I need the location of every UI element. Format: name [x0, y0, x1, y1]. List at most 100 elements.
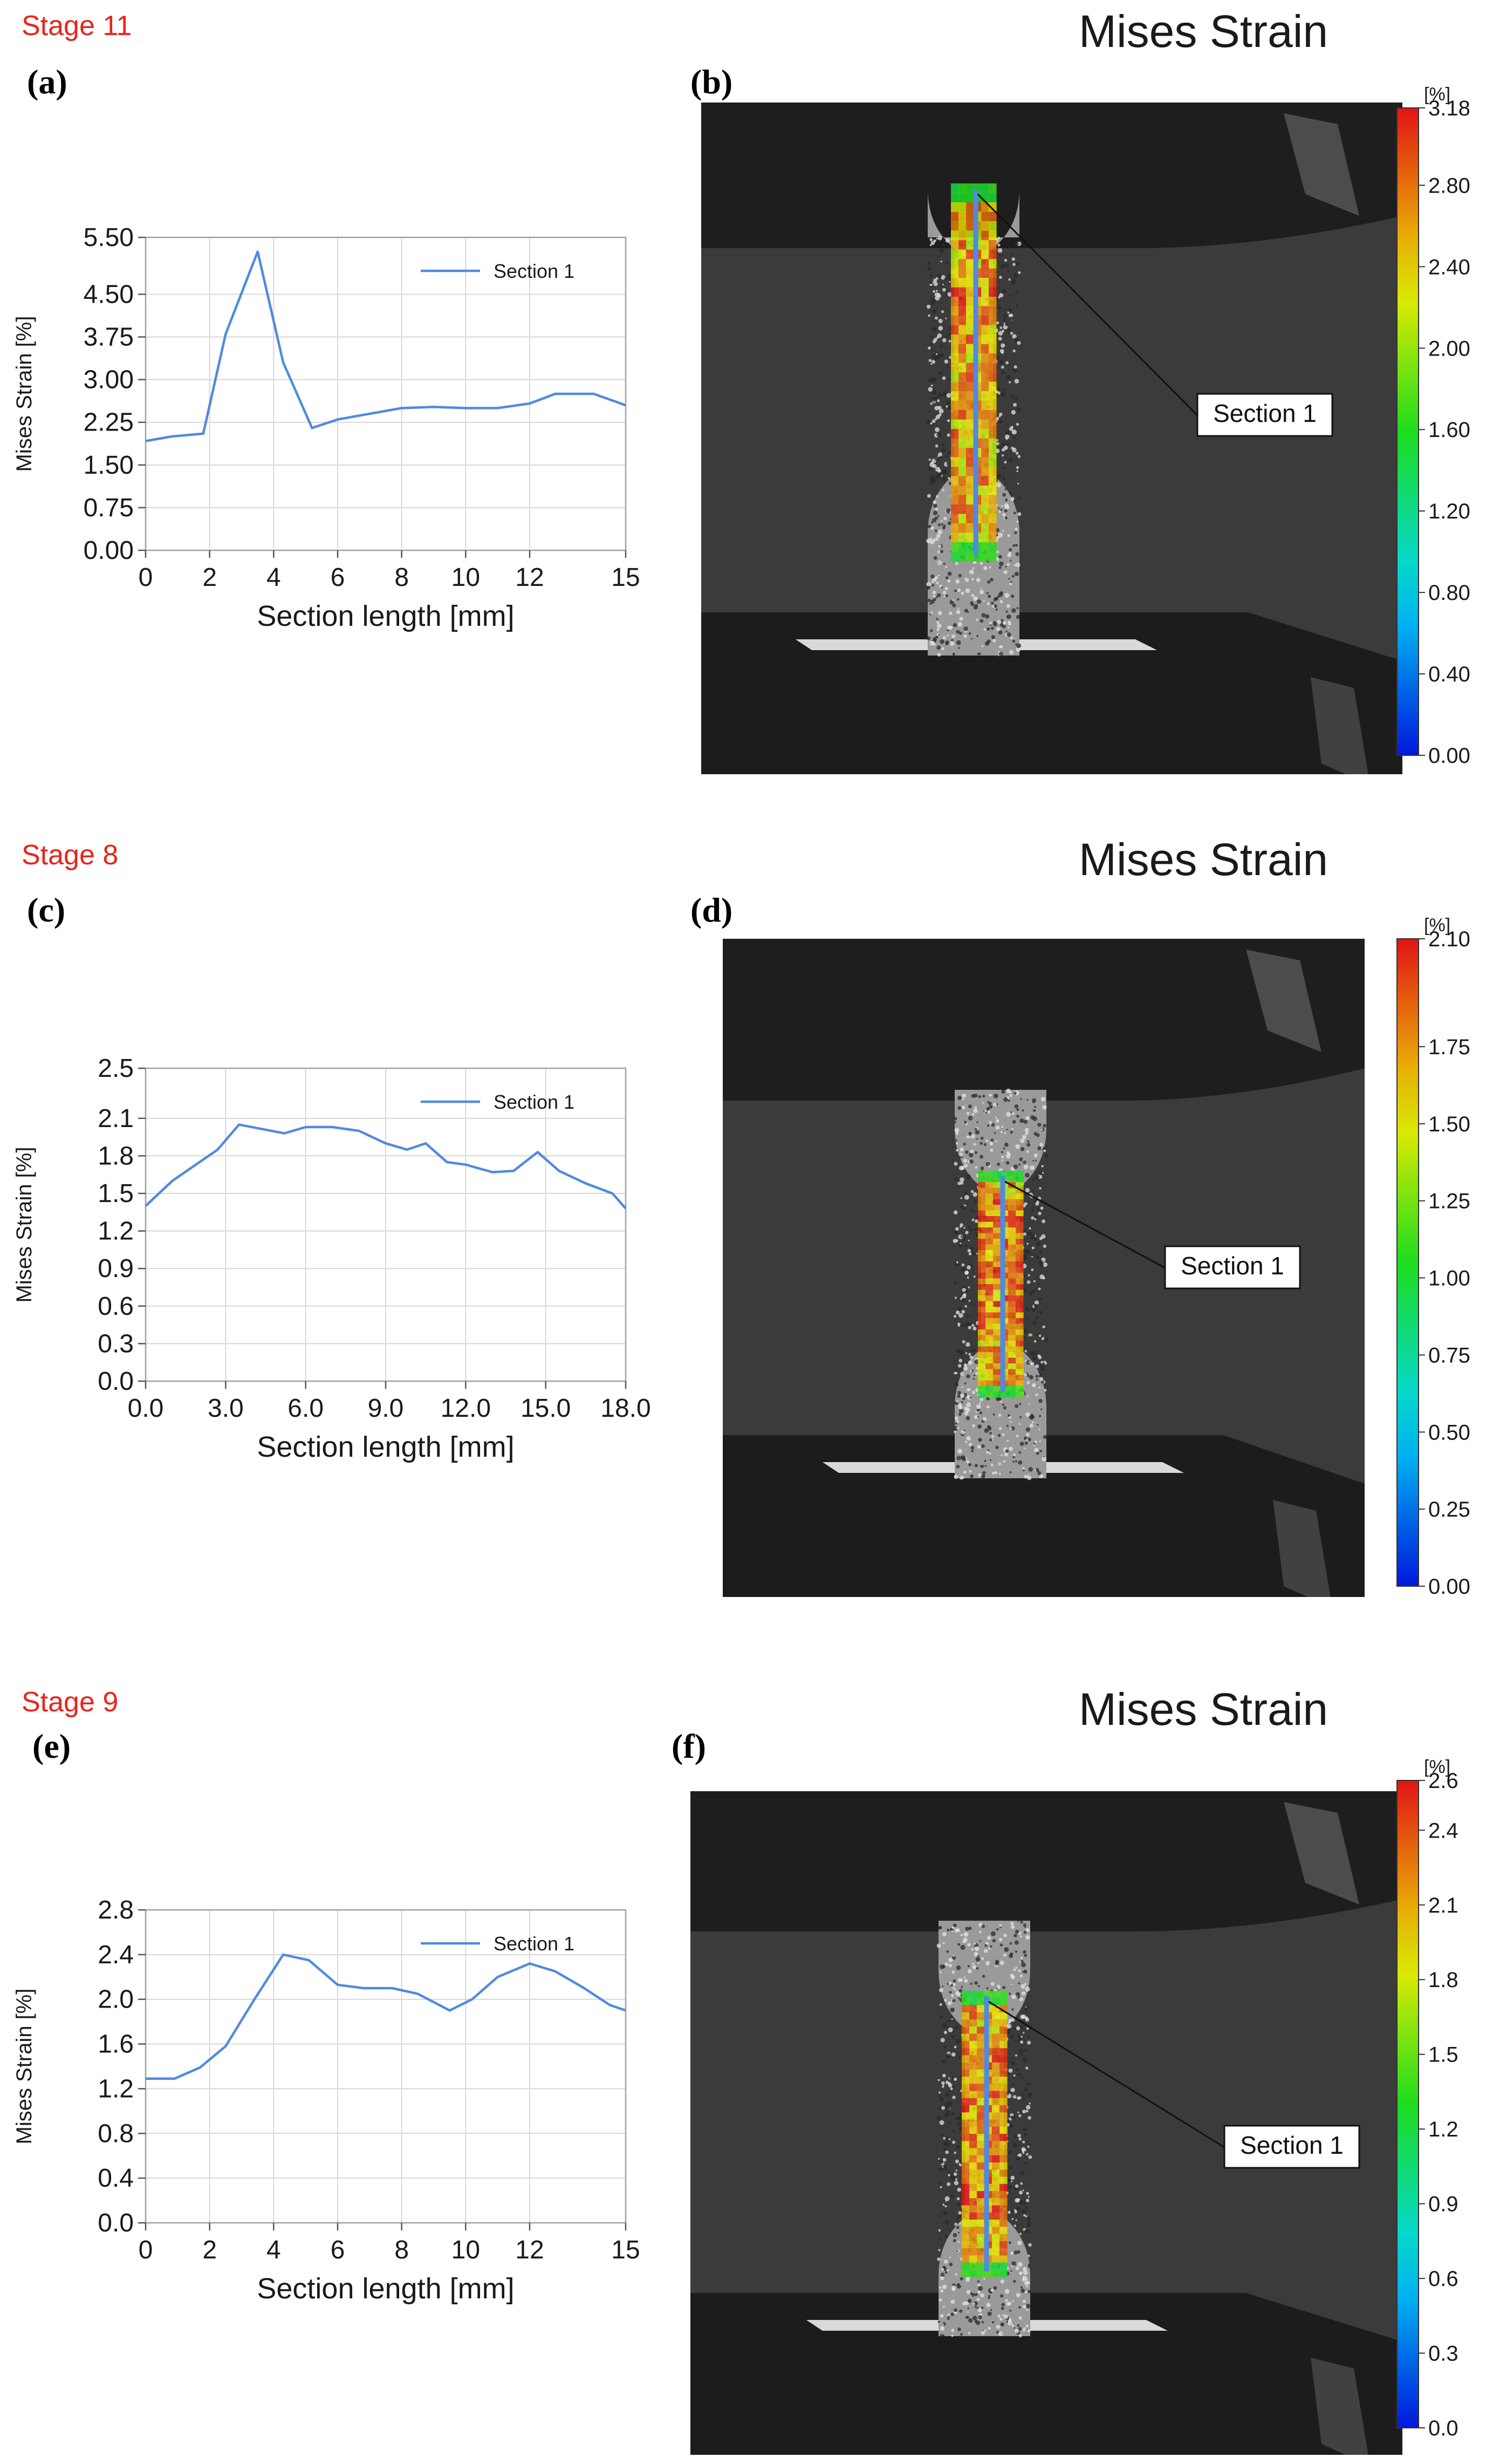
speckle — [1044, 1361, 1046, 1363]
speckle — [1015, 1967, 1018, 1969]
speckle — [997, 1163, 1001, 1166]
speckle — [1017, 482, 1019, 485]
speckle — [955, 562, 958, 565]
speckle — [962, 1266, 965, 1269]
speckle — [926, 582, 931, 587]
strain-cell — [962, 2269, 970, 2277]
speckle — [972, 1965, 977, 1969]
strain-cell — [958, 316, 967, 326]
speckle — [1021, 1960, 1024, 1963]
strain-cell — [1008, 1221, 1016, 1228]
strain-cell — [999, 2069, 1008, 2077]
speckle — [936, 237, 938, 240]
speckle — [954, 2151, 956, 2154]
colorbar-tick-label: 2.80 — [1428, 174, 1470, 197]
speckle — [999, 1472, 1001, 1475]
speckle — [992, 1939, 996, 1943]
speckle — [1013, 564, 1016, 566]
speckle — [966, 1111, 970, 1115]
strain-cell — [969, 2119, 977, 2127]
speckle — [1042, 1219, 1045, 1224]
y-tick-label: 0.8 — [98, 2119, 134, 2148]
speckle — [942, 591, 947, 595]
speckle — [948, 1982, 952, 1985]
strain-cell — [977, 2062, 985, 2070]
speckle — [1015, 452, 1019, 455]
speckle — [1001, 351, 1004, 354]
strain-cell — [962, 2055, 970, 2063]
speckle — [964, 1244, 968, 1248]
speckle — [1015, 1950, 1017, 1953]
speckle — [991, 1471, 995, 1475]
speckle — [964, 1195, 969, 1200]
speckle — [972, 561, 975, 564]
speckle — [958, 1408, 964, 1414]
colorbar-tick-label: 1.00 — [1428, 1267, 1470, 1291]
strain-cell — [992, 2169, 1000, 2178]
speckle — [1028, 2036, 1031, 2039]
speckle — [1019, 1997, 1024, 2002]
speckle — [956, 640, 961, 645]
speckle — [977, 2308, 982, 2312]
strain-cell — [966, 230, 974, 241]
speckle — [948, 2028, 953, 2032]
y-tick-label: 2.25 — [84, 408, 134, 437]
speckle — [929, 281, 933, 285]
speckle — [975, 1371, 978, 1375]
speckle — [1006, 563, 1010, 566]
speckle — [963, 1363, 967, 1367]
line-chart: 0.000.751.502.253.003.754.505.500 2 4 6 8 10 1… — [12, 223, 640, 632]
speckle — [980, 1397, 983, 1402]
speckle — [998, 419, 1003, 424]
speckle — [1013, 1934, 1017, 1937]
speckle — [959, 1349, 964, 1355]
strain-cell — [981, 363, 989, 373]
strain-cell — [985, 1391, 994, 1398]
strain-cell — [962, 2019, 970, 2027]
speckle — [1016, 466, 1019, 469]
speckle — [942, 448, 946, 453]
strain-cell — [999, 2169, 1008, 2178]
strain-cell — [958, 419, 967, 429]
speckle — [1021, 2288, 1025, 2293]
speckle — [945, 2105, 949, 2110]
speckle — [956, 1400, 958, 1403]
x-tick-label: 6.0 — [287, 1394, 324, 1423]
speckle — [1011, 2180, 1013, 2183]
speckle — [970, 2292, 973, 2295]
speckle — [987, 602, 990, 605]
speckle — [939, 1988, 943, 1992]
speckle — [1013, 2224, 1017, 2227]
strain-cell — [989, 504, 997, 515]
strain-cell — [981, 306, 989, 316]
speckle — [996, 1928, 999, 1931]
strain-cell — [951, 514, 959, 524]
strain-cell — [1016, 1244, 1024, 1251]
speckle — [943, 563, 946, 565]
speckle — [962, 1238, 965, 1241]
strain-cell — [985, 1244, 994, 1251]
strain-cell — [969, 2069, 977, 2077]
strain-cell — [985, 1312, 994, 1319]
speckle — [1017, 407, 1022, 412]
strain-cell — [985, 1205, 994, 1211]
speckle — [944, 2271, 948, 2274]
speckle — [1021, 2077, 1023, 2079]
speckle — [1039, 1187, 1042, 1190]
strain-cell — [977, 2141, 985, 2149]
strain-cell — [999, 2183, 1008, 2192]
speckle — [1008, 2069, 1013, 2073]
speckle — [969, 1355, 974, 1360]
speckle — [1015, 1460, 1017, 1463]
strain-cell — [989, 325, 997, 335]
strain-cell — [985, 1357, 994, 1364]
speckle — [948, 340, 951, 343]
speckle — [970, 601, 974, 604]
speckle — [939, 2094, 942, 2098]
strain-cell — [978, 1199, 986, 1205]
strain-cell — [978, 1227, 986, 1234]
speckle — [953, 2308, 958, 2312]
speckle — [966, 1314, 970, 1318]
strain-cell — [985, 1375, 994, 1381]
speckle — [949, 626, 953, 630]
